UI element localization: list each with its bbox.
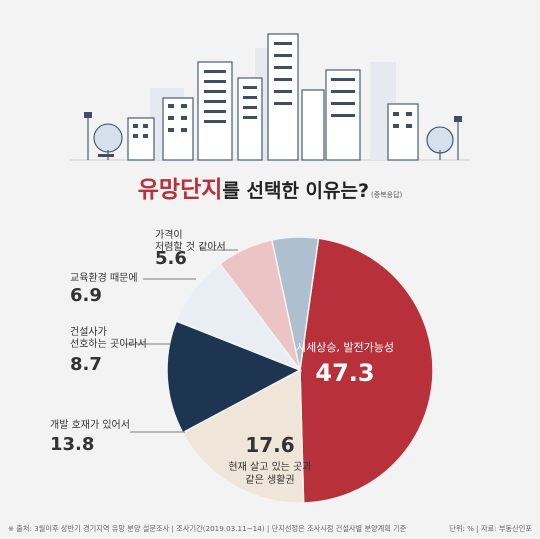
slice-value: 5.6 [155, 248, 187, 269]
slice-label: 교육환경 때문에 [70, 271, 138, 284]
pie-slice [181, 368, 305, 504]
slice-value: 8.7 [70, 354, 102, 375]
source-note: ※ 출처: 3월이후 상반기 경기지역 유망 분양 설문조사 | 조사기간(20… [8, 524, 407, 533]
slice-label: 같은 생활권 [245, 473, 294, 486]
slice-label: 가격이 [155, 228, 183, 241]
pie-slice [271, 236, 320, 371]
city-skyline-illustration [70, 33, 470, 161]
slice-label: 현재 살고 있는 곳과 [228, 461, 311, 473]
slice-value: 17.6 [245, 433, 294, 457]
slice-value: 13.8 [50, 434, 94, 455]
unit-source: 단위: % | 자료: 부동산인포 [449, 524, 532, 533]
slice-value: 47.3 [315, 359, 374, 387]
slice-value: 6.9 [70, 285, 102, 306]
title-note: (중복응답) [371, 191, 403, 199]
title-highlight: 유망단지 [137, 177, 223, 203]
slice-label: 건설사가 [70, 326, 107, 338]
pie-slice [166, 320, 302, 434]
title-rest: 를 선택한 이유는? [222, 180, 370, 202]
slice-label: 시세상승, 발전가능성 [296, 341, 394, 354]
pie-slice [299, 237, 434, 504]
chart-title: 유망단지를 선택한 이유는? (중복응답) [0, 170, 540, 204]
slice-label: 선호하는 곳이라서 [70, 337, 147, 350]
slice-label: 개발 호재가 있어서 [50, 419, 130, 431]
